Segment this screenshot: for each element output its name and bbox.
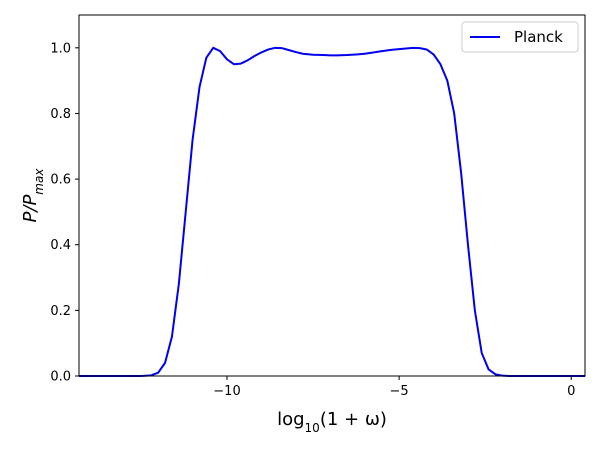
legend: Planck xyxy=(461,21,579,53)
legend-label-planck: Planck xyxy=(514,28,563,46)
x-tick-label: −5 xyxy=(390,384,409,399)
y-tick-label: 0.4 xyxy=(50,238,71,253)
y-tick-label: 0.0 xyxy=(50,370,71,385)
x-tick-label: −10 xyxy=(213,384,240,399)
y-axis-label: P/Pmax xyxy=(20,168,46,223)
series-line-planck xyxy=(79,46,585,377)
y-tick-label: 1.0 xyxy=(50,41,71,56)
plot-frame xyxy=(78,14,586,377)
y-tick-label: 0.8 xyxy=(50,107,71,122)
y-tick-label: 0.6 xyxy=(50,173,71,188)
x-axis-label: log10(1 + ω) xyxy=(277,409,387,435)
legend-box xyxy=(461,21,579,53)
y-tick-label: 0.2 xyxy=(50,304,71,319)
x-tick-label: 0 xyxy=(567,384,575,399)
